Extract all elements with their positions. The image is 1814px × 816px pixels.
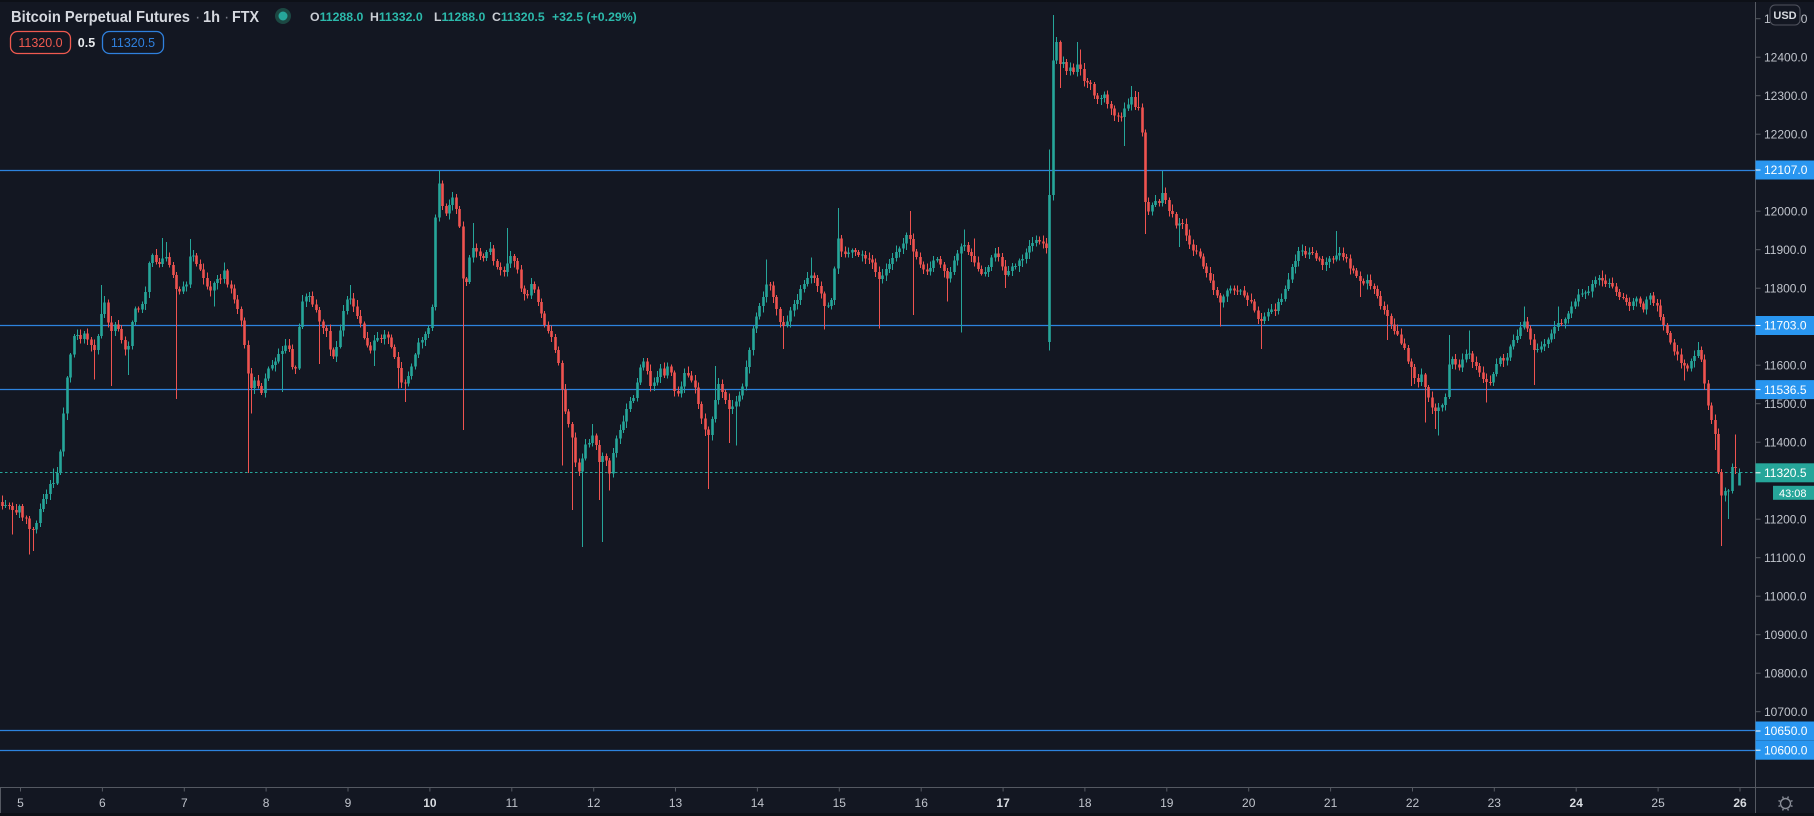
svg-text:12300.0: 12300.0 bbox=[1764, 89, 1808, 103]
svg-text:43:08: 43:08 bbox=[1779, 488, 1807, 500]
svg-text:18: 18 bbox=[1078, 796, 1092, 810]
svg-text:20: 20 bbox=[1242, 796, 1256, 810]
svg-text:11320.0: 11320.0 bbox=[18, 36, 62, 50]
svg-text:10600.0: 10600.0 bbox=[1764, 743, 1808, 757]
svg-text:5: 5 bbox=[17, 796, 24, 810]
svg-text:14: 14 bbox=[751, 796, 765, 810]
svg-text:11500.0: 11500.0 bbox=[1764, 397, 1807, 411]
svg-text:USD: USD bbox=[1773, 10, 1796, 22]
svg-text:11536.5: 11536.5 bbox=[1764, 383, 1807, 397]
svg-text:12200.0: 12200.0 bbox=[1764, 127, 1808, 141]
svg-text:26: 26 bbox=[1733, 796, 1747, 810]
svg-text:1h: 1h bbox=[203, 9, 220, 26]
svg-text:11: 11 bbox=[506, 796, 519, 810]
svg-text:17: 17 bbox=[996, 796, 1010, 810]
svg-text:10: 10 bbox=[423, 796, 437, 810]
svg-text:11320.5: 11320.5 bbox=[111, 36, 155, 50]
svg-text:10800.0: 10800.0 bbox=[1764, 666, 1808, 680]
svg-text:10650.0: 10650.0 bbox=[1764, 724, 1808, 738]
svg-text:12107.0: 12107.0 bbox=[1764, 163, 1808, 177]
svg-text:21: 21 bbox=[1324, 796, 1338, 810]
svg-text:11900.0: 11900.0 bbox=[1764, 243, 1807, 257]
svg-text:24: 24 bbox=[1570, 796, 1584, 810]
svg-text:12: 12 bbox=[587, 796, 601, 810]
svg-text:25: 25 bbox=[1651, 796, 1665, 810]
svg-text:Bitcoin Perpetual Futures: Bitcoin Perpetual Futures bbox=[11, 9, 190, 26]
svg-text:11100.0: 11100.0 bbox=[1764, 551, 1806, 565]
svg-text:11600.0: 11600.0 bbox=[1764, 358, 1807, 372]
svg-text:11320.5: 11320.5 bbox=[1764, 466, 1807, 480]
svg-text:16: 16 bbox=[915, 796, 929, 810]
svg-text:8: 8 bbox=[263, 796, 270, 810]
svg-text:C11320.5: C11320.5 bbox=[492, 10, 545, 24]
svg-text:11703.0: 11703.0 bbox=[1764, 319, 1807, 333]
svg-text:L11288.0: L11288.0 bbox=[434, 10, 485, 24]
svg-text:12400.0: 12400.0 bbox=[1764, 50, 1808, 64]
svg-text:15: 15 bbox=[833, 796, 847, 810]
svg-text:FTX: FTX bbox=[232, 9, 259, 26]
svg-text:13: 13 bbox=[669, 796, 683, 810]
svg-text:23: 23 bbox=[1488, 796, 1502, 810]
svg-text:7: 7 bbox=[181, 796, 188, 810]
svg-text:6: 6 bbox=[99, 796, 106, 810]
svg-text:+32.5 (+0.29%): +32.5 (+0.29%) bbox=[552, 10, 637, 24]
svg-text:10700.0: 10700.0 bbox=[1764, 705, 1808, 719]
svg-text:11000.0: 11000.0 bbox=[1764, 589, 1807, 603]
svg-text:11800.0: 11800.0 bbox=[1764, 281, 1807, 295]
svg-text:11200.0: 11200.0 bbox=[1764, 512, 1807, 526]
svg-text:H11332.0: H11332.0 bbox=[370, 10, 423, 24]
svg-text:·: · bbox=[195, 9, 200, 26]
svg-text:O11288.0: O11288.0 bbox=[310, 10, 364, 24]
svg-text:12000.0: 12000.0 bbox=[1764, 204, 1808, 218]
svg-text:·: · bbox=[224, 9, 229, 26]
svg-text:0.5: 0.5 bbox=[78, 36, 95, 50]
svg-text:19: 19 bbox=[1160, 796, 1174, 810]
svg-text:22: 22 bbox=[1406, 796, 1420, 810]
svg-text:9: 9 bbox=[345, 796, 352, 810]
svg-text:10900.0: 10900.0 bbox=[1764, 628, 1808, 642]
svg-text:11400.0: 11400.0 bbox=[1764, 435, 1807, 449]
